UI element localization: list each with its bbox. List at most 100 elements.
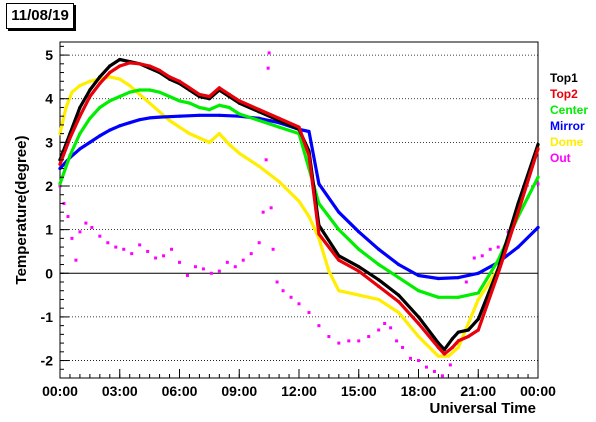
- data-point-center: [217, 103, 221, 107]
- data-point-mirror: [536, 225, 540, 230]
- data-point-top2: [297, 125, 301, 129]
- data-point-mirror: [157, 115, 162, 119]
- data-point-out: [464, 280, 468, 284]
- data-point-top2: [307, 153, 311, 158]
- data-point-out: [217, 269, 221, 273]
- data-point-out: [264, 158, 268, 162]
- data-point-center: [58, 182, 62, 186]
- x-tick-label: 12:00: [281, 383, 317, 399]
- data-point-out: [480, 254, 484, 258]
- x-tick-label: 18:00: [401, 383, 437, 399]
- data-point-out: [448, 363, 452, 367]
- data-point-top1: [78, 105, 82, 110]
- y-tick-label: 4: [45, 91, 53, 107]
- data-point-top2: [317, 232, 321, 236]
- data-point-out: [289, 295, 293, 299]
- y-axis-label: Temperature(degree): [13, 136, 30, 285]
- data-point-dome: [436, 354, 441, 358]
- data-point-mirror: [396, 262, 401, 267]
- data-point-top2: [138, 62, 142, 66]
- data-point-out: [257, 241, 261, 245]
- data-point-top2: [442, 352, 446, 356]
- data-point-top2: [217, 86, 221, 90]
- data-point-out: [409, 356, 413, 360]
- data-point-top1: [476, 317, 480, 321]
- data-point-out: [241, 258, 245, 262]
- data-point-dome: [277, 180, 281, 184]
- data-point-top1: [456, 330, 460, 334]
- data-point-out: [209, 271, 213, 275]
- legend-entry-dome: Dome: [550, 135, 584, 149]
- data-point-top2: [78, 114, 82, 118]
- data-point-dome: [148, 101, 152, 105]
- data-point-out: [178, 260, 181, 264]
- x-tick-label: 06:00: [162, 383, 198, 399]
- data-point-mirror: [377, 247, 381, 251]
- data-point-dome: [227, 142, 231, 147]
- data-point-dome: [88, 79, 92, 83]
- data-point-center: [177, 99, 182, 103]
- series-center: [58, 88, 540, 299]
- data-point-out: [70, 236, 74, 240]
- series-line-top2: [58, 61, 540, 356]
- legend-entry-top1: Top1: [550, 71, 578, 85]
- data-point-dome: [70, 90, 74, 94]
- data-point-top1: [377, 278, 381, 282]
- data-point-center: [108, 99, 112, 103]
- data-point-top2: [167, 75, 172, 79]
- legend: Top1 Top2 Center Mirror Dome Out: [550, 71, 588, 165]
- data-point-top2: [257, 108, 261, 112]
- data-point-out: [154, 256, 158, 260]
- data-point-dome: [327, 269, 331, 273]
- data-point-mirror: [177, 114, 182, 118]
- data-point-dome: [396, 310, 401, 315]
- data-point-center: [128, 90, 132, 94]
- data-point-top2: [177, 79, 182, 83]
- data-point-top2: [396, 300, 401, 304]
- data-point-out: [417, 359, 420, 363]
- data-point-out: [488, 247, 492, 251]
- data-point-center: [78, 132, 82, 136]
- data-point-top1: [450, 337, 454, 341]
- data-point-out: [317, 324, 321, 328]
- x-tick-label: 00:00: [520, 383, 556, 399]
- data-point-out: [114, 245, 118, 249]
- data-point-top2: [118, 64, 122, 68]
- data-point-center: [436, 295, 441, 299]
- data-point-center: [456, 295, 460, 299]
- x-tick-label: 09:00: [221, 383, 257, 399]
- data-point-out: [249, 252, 253, 256]
- data-point-center: [187, 101, 192, 105]
- y-tick-label: 3: [45, 134, 53, 150]
- data-point-top2: [88, 94, 92, 99]
- data-point-out: [440, 374, 444, 378]
- data-point-center: [227, 105, 231, 110]
- data-point-dome: [307, 214, 311, 219]
- series-top2: [58, 61, 540, 356]
- data-point-out: [78, 230, 82, 234]
- data-point-top1: [436, 341, 441, 345]
- data-point-top1: [98, 75, 102, 79]
- y-tick-label: -1: [41, 309, 54, 325]
- data-point-top2: [436, 345, 441, 350]
- data-point-center: [396, 276, 401, 280]
- data-point-top2: [207, 94, 211, 99]
- data-point-out: [432, 369, 436, 373]
- data-point-top2: [496, 271, 500, 275]
- data-point-out: [275, 280, 279, 284]
- data-point-out: [536, 182, 540, 186]
- legend-entry-center: Center: [550, 103, 588, 117]
- plot-frame: [59, 41, 539, 379]
- data-point-center: [98, 105, 102, 110]
- data-point-mirror: [516, 245, 520, 249]
- y-tick-label: 2: [45, 178, 53, 194]
- data-point-mirror: [108, 128, 112, 132]
- data-point-top1: [416, 315, 421, 319]
- data-point-top1: [88, 88, 92, 92]
- data-point-top2: [466, 334, 470, 339]
- data-point-out: [307, 311, 311, 315]
- data-point-top2: [377, 284, 381, 288]
- grid-lines: [60, 54, 538, 361]
- data-point-mirror: [217, 113, 221, 117]
- x-tick-label: 00:00: [42, 383, 78, 399]
